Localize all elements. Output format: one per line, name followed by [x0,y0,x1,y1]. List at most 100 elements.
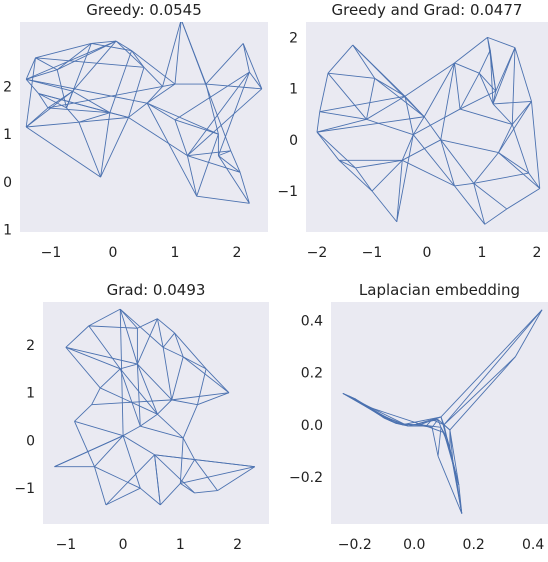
graph-edge [162,347,173,400]
y-tick-label: 0 [26,433,35,449]
graph-edge [492,103,513,125]
subplot-greedy: Greedy: 0.0545 −1 0 1 2 1 0 1 2 [3,1,268,261]
graph-edge [366,78,376,120]
graph-edges [54,308,255,506]
y-tick-label: 2 [26,338,35,354]
x-tick-label: 0.0 [403,537,425,553]
graph-edge [371,159,403,192]
graph-edge [136,318,158,365]
graph-edge [511,47,516,125]
graph-edge [72,40,117,92]
graph-edge [218,150,231,157]
graph-edge [91,399,172,406]
graph-edge [38,93,49,109]
graph-edge [319,95,406,113]
graph-edge [174,22,182,85]
graph-edge [355,167,373,192]
graph-edge [146,83,176,104]
graph-edge [374,77,406,97]
x-tick-label: 0 [423,245,432,261]
graph-edge [413,108,461,136]
graph-edge [146,102,198,197]
graph-edge [514,309,543,358]
graph-edge [498,152,530,174]
graph-edge [25,78,39,94]
graph-edge [137,318,158,329]
graph-edge [316,118,367,133]
graph-edge [182,356,230,394]
graph-edge [489,50,497,92]
graph-edge [136,363,158,415]
graph-edge [401,134,414,161]
y-tick-label: −0.2 [289,470,323,486]
graph-edge [194,459,218,491]
graph-edge [528,172,541,189]
graph-edge [327,44,354,74]
graph-edge [454,62,480,74]
graph-edge [338,159,356,169]
y-tick-label: 0 [3,175,12,191]
graph-edge [498,101,532,153]
x-tick-label: 2 [233,245,242,261]
graph-edge [78,112,111,123]
plot-title: Greedy and Grad: 0.0477 [332,1,523,19]
y-tick-label: 0.4 [301,313,323,329]
graph-edge [327,72,367,120]
graph-edge [182,404,198,439]
graph-edge [402,416,442,426]
graph-edge [437,419,442,428]
graph-edge [26,69,58,80]
graph-edge [366,95,406,120]
graph-edge [492,91,497,105]
graph-edge [478,73,494,105]
graph-edge [316,111,321,133]
graph-edge [105,454,155,506]
graph-edge [473,183,486,225]
graph-edge [74,421,95,467]
graph-edge [38,93,111,114]
x-tick-label: 1 [176,537,185,553]
plot-title: Greedy: 0.0545 [86,1,202,19]
graph-edge [174,119,219,135]
graph-edge [443,309,543,426]
graph-edge [459,73,480,110]
graph-edges [342,309,543,514]
graph-edge [157,399,173,415]
graph-edge [162,83,176,87]
graph-edge [242,43,250,73]
graph-edge [128,117,188,157]
graph-edge [128,67,145,118]
graph-edge [66,107,80,123]
y-tick-label: 0.0 [301,418,323,434]
graph-edge [47,107,110,114]
graph-edge [194,490,218,494]
graph-edge [478,72,497,92]
graph-edge [47,85,163,109]
graph-edge [319,111,367,120]
graph-edge [143,67,163,87]
graph-edge [65,347,101,389]
graph-edge [449,356,516,431]
graph-edge [26,78,148,104]
graph-edge [119,308,138,329]
graph-edge [56,69,67,109]
graph-edge [506,188,540,210]
graph-edge [437,427,442,457]
graph-edge [25,57,36,80]
graph-edge [154,454,255,468]
graph-edge [352,44,376,79]
graph-edge [109,50,133,113]
graph-edge [171,356,184,400]
graph-edge [91,40,117,44]
graph-edge [159,483,181,506]
graph-edge [26,78,73,92]
graph-edge [440,139,475,184]
graph-edge [156,318,164,348]
graph-edge [455,474,463,514]
graph-edge [473,152,499,184]
graph-edge [154,454,195,494]
graph-edge [374,77,425,118]
graph-edge [423,62,455,117]
graph-edge [316,116,425,133]
